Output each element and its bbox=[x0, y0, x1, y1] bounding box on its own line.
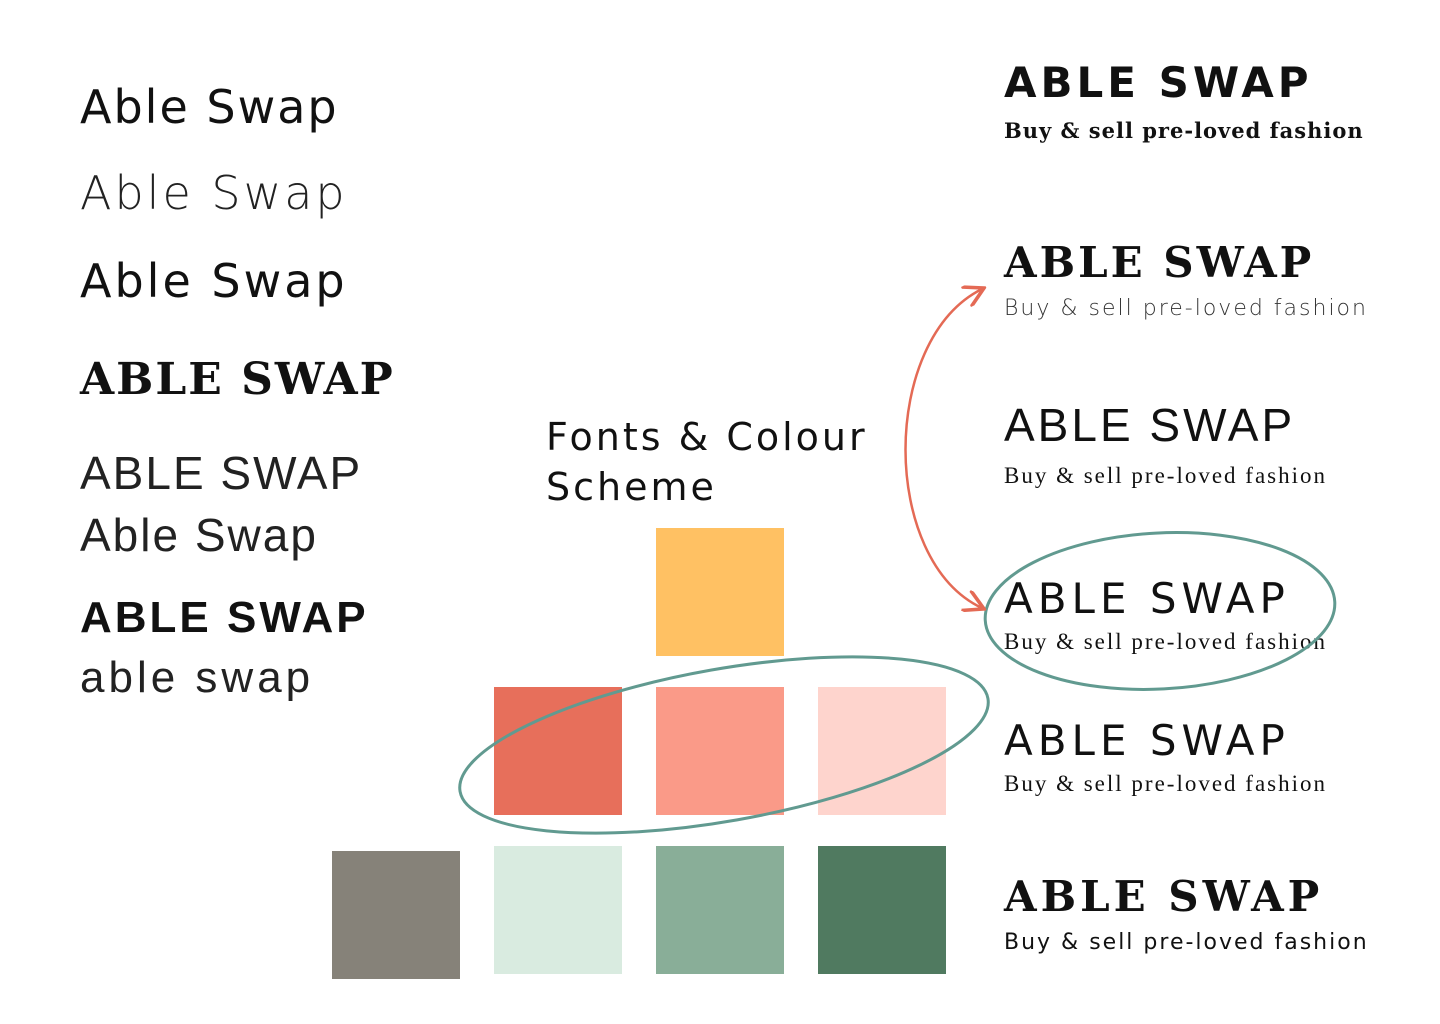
logo-option-4: ABLE SWAP Buy & sell pre-loved fashion bbox=[1004, 574, 1328, 654]
swatch-yellow bbox=[656, 528, 784, 656]
logo-subtitle: Buy & sell pre-loved fashion bbox=[1004, 629, 1328, 654]
page-title-line-2: Scheme bbox=[546, 465, 717, 509]
swatch-forest bbox=[818, 846, 946, 974]
logo-option-3: ABLE SWAP Buy & sell pre-loved fashion bbox=[1004, 402, 1327, 487]
logo-option-5: ABLE SWAP Buy & sell pre-loved fashion bbox=[1004, 716, 1328, 796]
swatch-sage bbox=[656, 846, 784, 974]
logo-title: ABLE SWAP bbox=[1004, 716, 1290, 765]
logo-subtitle: Buy & sell pre-loved fashion bbox=[1004, 771, 1328, 796]
logo-subtitle: Buy & sell pre-loved fashion bbox=[1004, 118, 1364, 143]
logo-title: ABLE SWAP bbox=[1004, 58, 1313, 107]
logo-subtitle: Buy & sell pre-loved fashion bbox=[1004, 296, 1368, 321]
swatch-mint bbox=[494, 846, 622, 974]
font-sample-7: ABLE SWAP bbox=[80, 593, 369, 642]
font-sample-6: Able Swap bbox=[80, 509, 318, 561]
font-sample-5: ABLE SWAP bbox=[80, 447, 363, 499]
logo-title: ABLE SWAP bbox=[1004, 872, 1324, 921]
swatch-blush bbox=[818, 687, 946, 815]
logo-option-6: ABLE SWAP Buy & sell pre-loved fashion bbox=[1004, 876, 1369, 954]
page-title-line-1: Fonts & Colour bbox=[546, 415, 868, 459]
page-title: Fonts & Colour Scheme bbox=[546, 412, 868, 512]
double-arrow-icon bbox=[904, 289, 983, 608]
font-sample-4: ABLE SWAP bbox=[80, 354, 395, 405]
logo-title: ABLE SWAP bbox=[1004, 238, 1315, 287]
swatch-taupe bbox=[332, 851, 460, 979]
font-sample-3: Able Swap bbox=[80, 254, 348, 308]
logo-subtitle: Buy & sell pre-loved fashion bbox=[1004, 463, 1328, 488]
logo-title: ABLE SWAP bbox=[1004, 574, 1290, 623]
swatch-salmon bbox=[656, 687, 784, 815]
swatch-coral bbox=[494, 687, 622, 815]
logo-option-2: ABLE SWAP Buy & sell pre-loved fashion bbox=[1004, 242, 1368, 320]
font-sample-2: Able Swap bbox=[80, 166, 348, 220]
logo-title: ABLE SWAP bbox=[1004, 399, 1296, 451]
font-sample-1: Able Swap bbox=[80, 80, 339, 134]
logo-subtitle: Buy & sell pre-loved fashion bbox=[1004, 930, 1369, 955]
logo-option-1: ABLE SWAP Buy & sell pre-loved fashion bbox=[1004, 58, 1364, 143]
font-sample-8: able swap bbox=[80, 653, 315, 702]
